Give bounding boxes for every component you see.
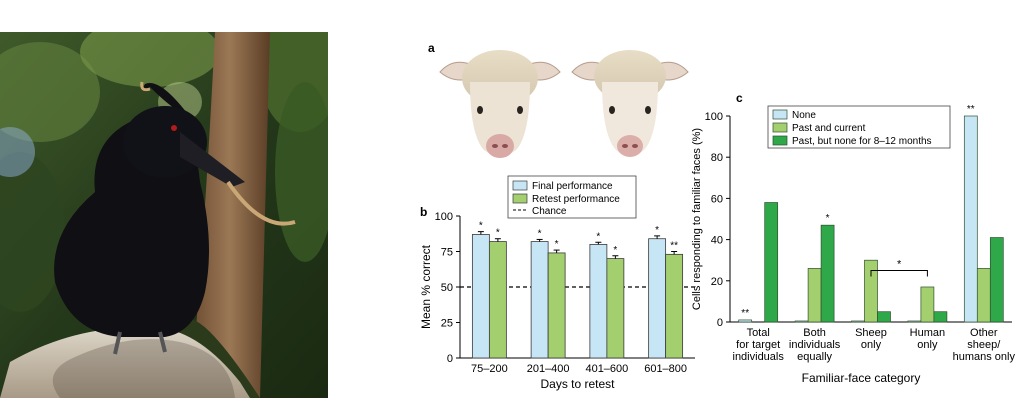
panel-c-bar [738,319,753,323]
panel-b-significance-marker: ** [670,241,678,252]
panel-c-y-tick-label: 20 [711,276,723,288]
panel-b-bar [488,241,507,359]
panel-c-bar [794,320,809,323]
crow-photo [0,32,328,398]
panel-c-significance-marker: * [897,259,902,271]
panel-c-significance-marker: ** [967,104,975,115]
panel-c-bar [963,115,978,323]
panel-c-y-tick-label: 80 [711,152,723,164]
panel-c-legend-label: Past and current [792,123,866,134]
panel-b-chart: b Final performance Retest performanceCha… [419,175,695,391]
panel-c-y-tick-label: 0 [717,317,723,329]
panel-c-bar [989,237,1004,323]
panel-b-x-axis-title: Days to retest [540,377,615,391]
panel-c-legend-label: Past, but none for 8–12 months [792,136,932,147]
panel-c-x-tick-label: equally [797,351,832,363]
panel-c-legend-box [767,105,951,149]
panel-c-significance-marker: * [826,213,830,224]
panel-c-x-tick-label: individuals [733,351,785,363]
panel-b-bar [589,243,608,359]
panel-b-bar [606,258,625,359]
sheep-face-left [439,50,561,158]
panel-b-legend-box [507,175,637,219]
panel-c-letter: c [736,91,743,105]
panel-c-x-tick-label: individuals [789,339,841,351]
panel-c-x-tick-label: Both [803,327,826,339]
panel-c-bar [877,311,891,323]
panel-b-bars: ** ******* [471,221,684,359]
panel-b-y-tick-label: 50 [441,282,453,294]
panel-c-legend-swatch [772,109,788,120]
panel-b-x-tick-label: 401–600 [585,363,628,375]
panel-c-y-tick-label: 60 [711,193,723,205]
panel-b-significance-marker: * [613,245,617,256]
panel-b-legend: Final performance Retest performanceChanc… [507,175,637,219]
panel-c-chart: c None Past and current Past, but none for… [691,91,1015,385]
panel-b-x-tick-label: 201–400 [527,363,570,375]
panel-c-bar [851,320,865,323]
panel-c-bar [933,311,948,323]
panel-c-bar [976,268,991,323]
panel-c-y-tick-label: 100 [705,111,723,123]
panel-c-significance-bracket [870,270,928,277]
figure: a b Final performance Retest pe [400,30,1020,400]
panel-b-y-tick-label: 25 [441,318,453,330]
panel-c-y-axis-title: Cells responding to familiar faces (%) [691,128,703,310]
panel-b-y-tick-label: 100 [435,211,453,223]
panel-b-significance-marker: * [479,221,483,232]
panel-c-x-tick-label: only [861,339,882,351]
panel-c-x-tick-label: Human [910,327,945,339]
panel-b-y-tick-label: 75 [441,247,453,259]
panel-c-bar [864,259,878,323]
panel-c-x-tick-label: sheep/ [967,339,1001,351]
panel-b-bar [530,241,549,359]
panel-c-bar [920,286,935,323]
panel-a-letter: a [428,41,435,55]
panel-b-legend-label: Chance [532,206,567,217]
panel-b-significance-marker: * [496,228,500,239]
panel-b-y-axis-title: Mean % correct [419,244,433,329]
panel-b-x-tick-label: 75–200 [471,363,508,375]
panel-b-legend-label: Retest performance [532,194,620,205]
panel-c-x-tick-label: humans only [953,351,1016,363]
panel-c-legend-label: None [792,110,816,121]
panel-c-x-tick-label: only [917,339,938,351]
panel-b-significance-marker: * [555,239,559,250]
panel-c-x-tick-label: Other [970,327,998,339]
panel-c-significance-marker: ** [741,308,749,319]
panel-c-x-tick-label: Total [747,327,770,339]
panel-b-x-tick-label: 601–800 [644,363,687,375]
panel-c-x-tick-label: for target [736,339,780,351]
panel-b-legend-swatch [512,193,528,204]
panel-c-legend-swatch [772,135,788,146]
panel-b-significance-marker: * [538,228,542,239]
panel-c-x-axis-title: Familiar-face category [802,371,921,385]
panel-c-bar [764,202,779,323]
panel-b-bar [648,238,667,359]
sheep-face-right [571,50,689,157]
panel-b-significance-marker: * [596,231,600,242]
panel-c-x-tick-label: Sheep [855,327,887,339]
panel-c-y-tick-label: 40 [711,235,723,247]
panel-b-y-tick-label: 0 [447,353,453,365]
panel-c-legend: None Past and current Past, but none for 8… [767,105,951,149]
panel-b-legend-label: Final performance [532,181,613,192]
panel-b-legend-swatch [512,180,528,191]
panel-b-bar [471,234,490,359]
panel-c-bar [907,320,922,323]
panel-b-significance-marker: * [655,225,659,236]
panel-c-bar [807,268,822,323]
panel-c-bars: ****** [738,104,1004,323]
panel-b-bar [547,252,566,359]
panel-c-legend-swatch [772,122,788,133]
panel-b-letter: b [420,205,427,219]
panel-b-bar [665,253,684,359]
panel-c-bar [820,224,835,323]
